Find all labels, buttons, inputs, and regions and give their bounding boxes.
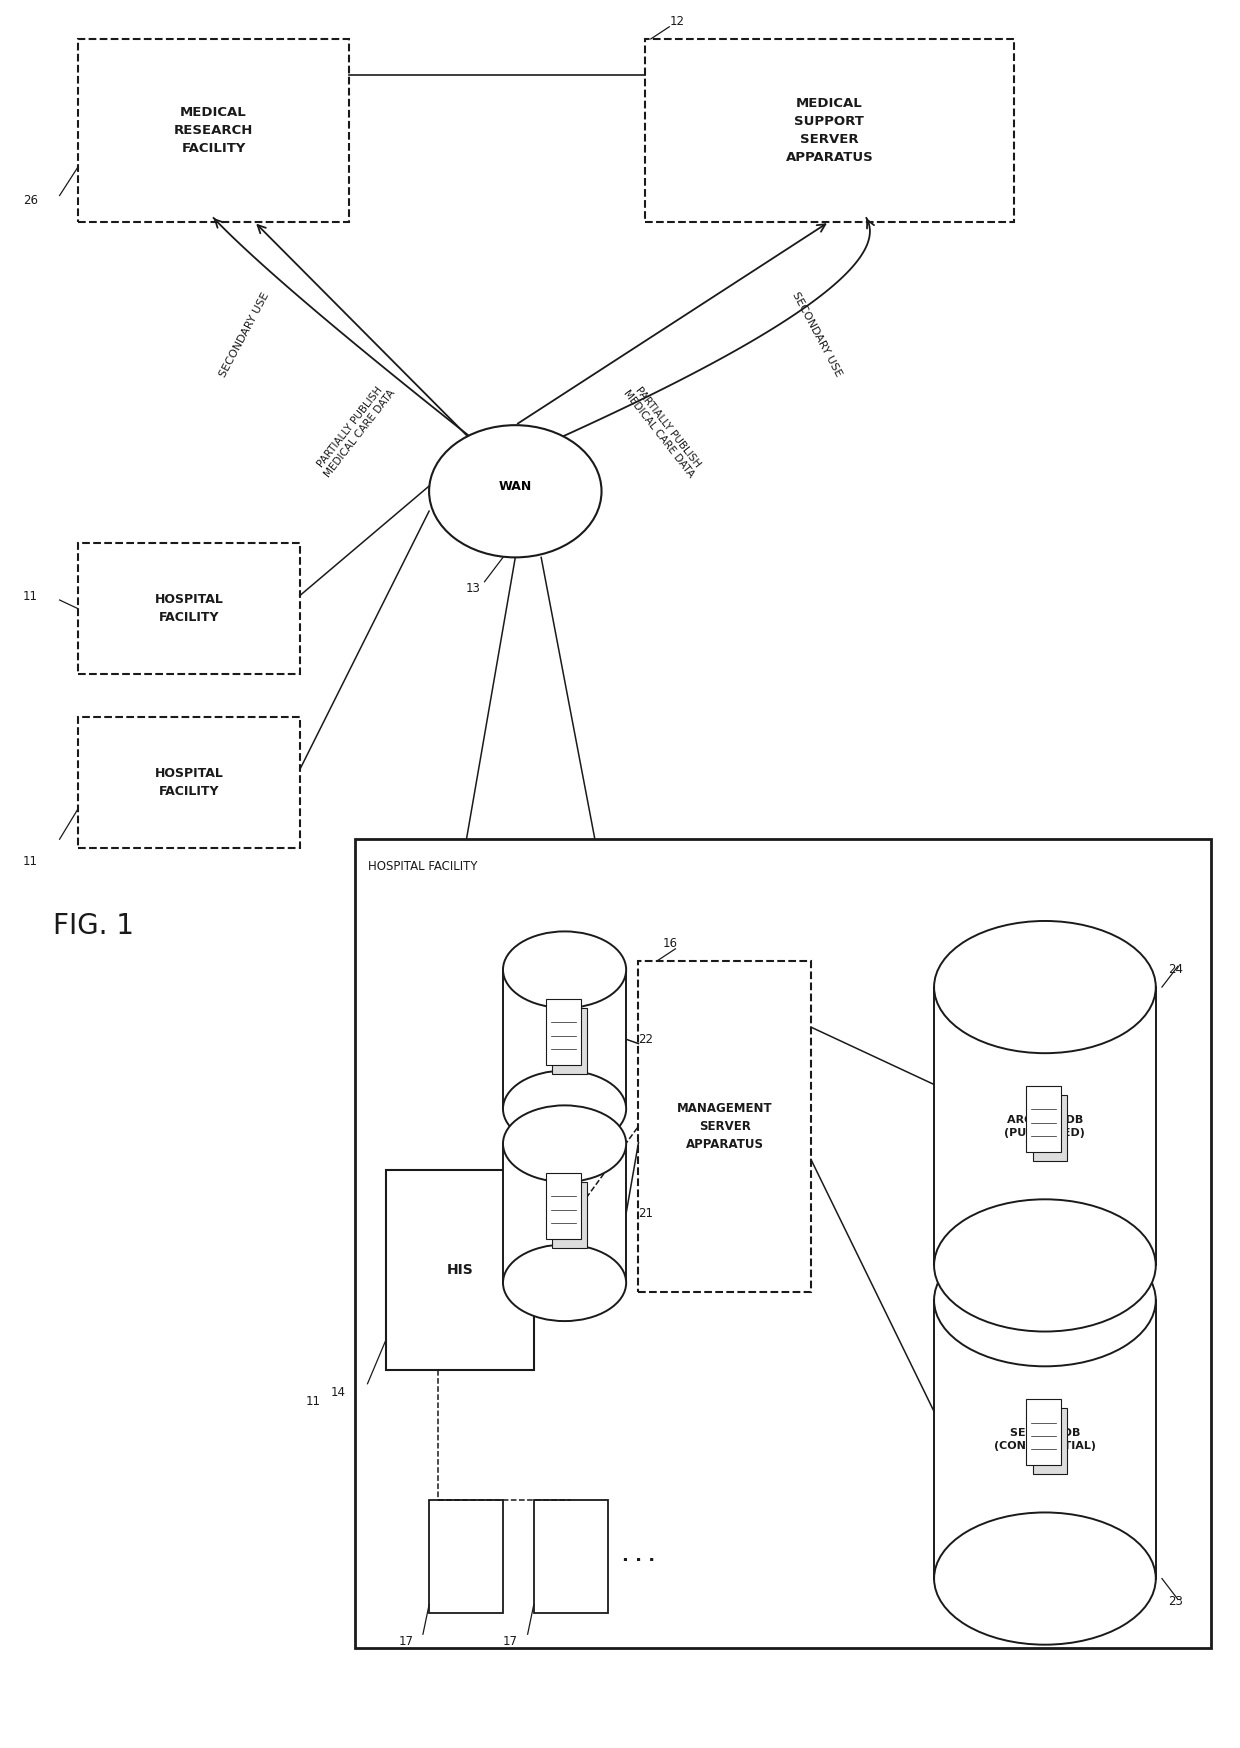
Ellipse shape	[934, 1199, 1156, 1332]
Text: PARTIALLY PUBLISH
MEDICAL CARE DATA: PARTIALLY PUBLISH MEDICAL CARE DATA	[314, 381, 397, 479]
Ellipse shape	[934, 1512, 1156, 1645]
Text: 11: 11	[22, 591, 37, 603]
Text: HOSPITAL
FACILITY: HOSPITAL FACILITY	[155, 767, 223, 799]
Text: 12: 12	[670, 16, 684, 28]
Polygon shape	[934, 988, 1156, 1266]
Ellipse shape	[503, 932, 626, 1009]
Text: . . .: . . .	[622, 1547, 655, 1564]
Bar	[1027, 1400, 1061, 1465]
Bar	[552, 1182, 587, 1248]
Text: 14: 14	[331, 1386, 346, 1398]
Text: MANAGEMENT
SERVER
APPARATUS: MANAGEMENT SERVER APPARATUS	[677, 1101, 773, 1150]
Text: WAN: WAN	[498, 479, 532, 493]
Text: SECONDARY USE: SECONDARY USE	[218, 290, 270, 379]
Bar	[386, 1169, 533, 1370]
Text: ARCHIVE DB
(PUBLISHED): ARCHIVE DB (PUBLISHED)	[1004, 1115, 1085, 1138]
Polygon shape	[503, 970, 626, 1108]
Text: HOSPITAL FACILITY: HOSPITAL FACILITY	[367, 860, 477, 872]
Bar	[78, 544, 300, 675]
Text: 21: 21	[639, 1206, 653, 1220]
Bar	[355, 839, 1211, 1648]
Bar	[639, 961, 811, 1292]
Text: 16: 16	[663, 937, 678, 951]
Polygon shape	[503, 1143, 626, 1283]
Text: SERVER DB
(CONFIDENTIAL): SERVER DB (CONFIDENTIAL)	[994, 1428, 1096, 1451]
Ellipse shape	[503, 1245, 626, 1321]
Text: PARTIALLY PUBLISH
MEDICAL CARE DATA: PARTIALLY PUBLISH MEDICAL CARE DATA	[621, 381, 704, 479]
Text: 22: 22	[639, 1033, 653, 1045]
Text: MEDICAL
SUPPORT
SERVER
APPARATUS: MEDICAL SUPPORT SERVER APPARATUS	[785, 96, 873, 164]
Bar	[645, 38, 1014, 222]
Bar	[1027, 1086, 1061, 1152]
Bar	[533, 1500, 608, 1613]
Ellipse shape	[934, 1234, 1156, 1367]
Bar	[429, 1500, 503, 1613]
Text: 11: 11	[306, 1395, 321, 1407]
Ellipse shape	[429, 425, 601, 558]
Bar	[78, 38, 348, 222]
Text: HIS: HIS	[446, 1262, 474, 1276]
Text: 17: 17	[398, 1634, 413, 1648]
Bar	[546, 1000, 580, 1065]
Text: 17: 17	[503, 1634, 518, 1648]
Polygon shape	[934, 1301, 1156, 1578]
Ellipse shape	[503, 1105, 626, 1182]
Bar	[546, 1173, 580, 1239]
Text: 13: 13	[466, 582, 481, 594]
Bar	[1033, 1409, 1068, 1474]
Text: 11: 11	[22, 855, 37, 869]
Text: 23: 23	[1168, 1594, 1183, 1608]
Ellipse shape	[934, 921, 1156, 1054]
Ellipse shape	[503, 1070, 626, 1147]
Text: SECONDARY USE: SECONDARY USE	[790, 290, 843, 379]
Text: HOSPITAL
FACILITY: HOSPITAL FACILITY	[155, 593, 223, 624]
Text: FIG. 1: FIG. 1	[53, 912, 134, 940]
Bar	[78, 717, 300, 848]
Text: 26: 26	[22, 194, 37, 208]
Text: MEDICAL
RESEARCH
FACILITY: MEDICAL RESEARCH FACILITY	[174, 107, 253, 156]
Text: 24: 24	[1168, 963, 1183, 975]
Bar	[1033, 1094, 1068, 1161]
Bar	[552, 1009, 587, 1073]
